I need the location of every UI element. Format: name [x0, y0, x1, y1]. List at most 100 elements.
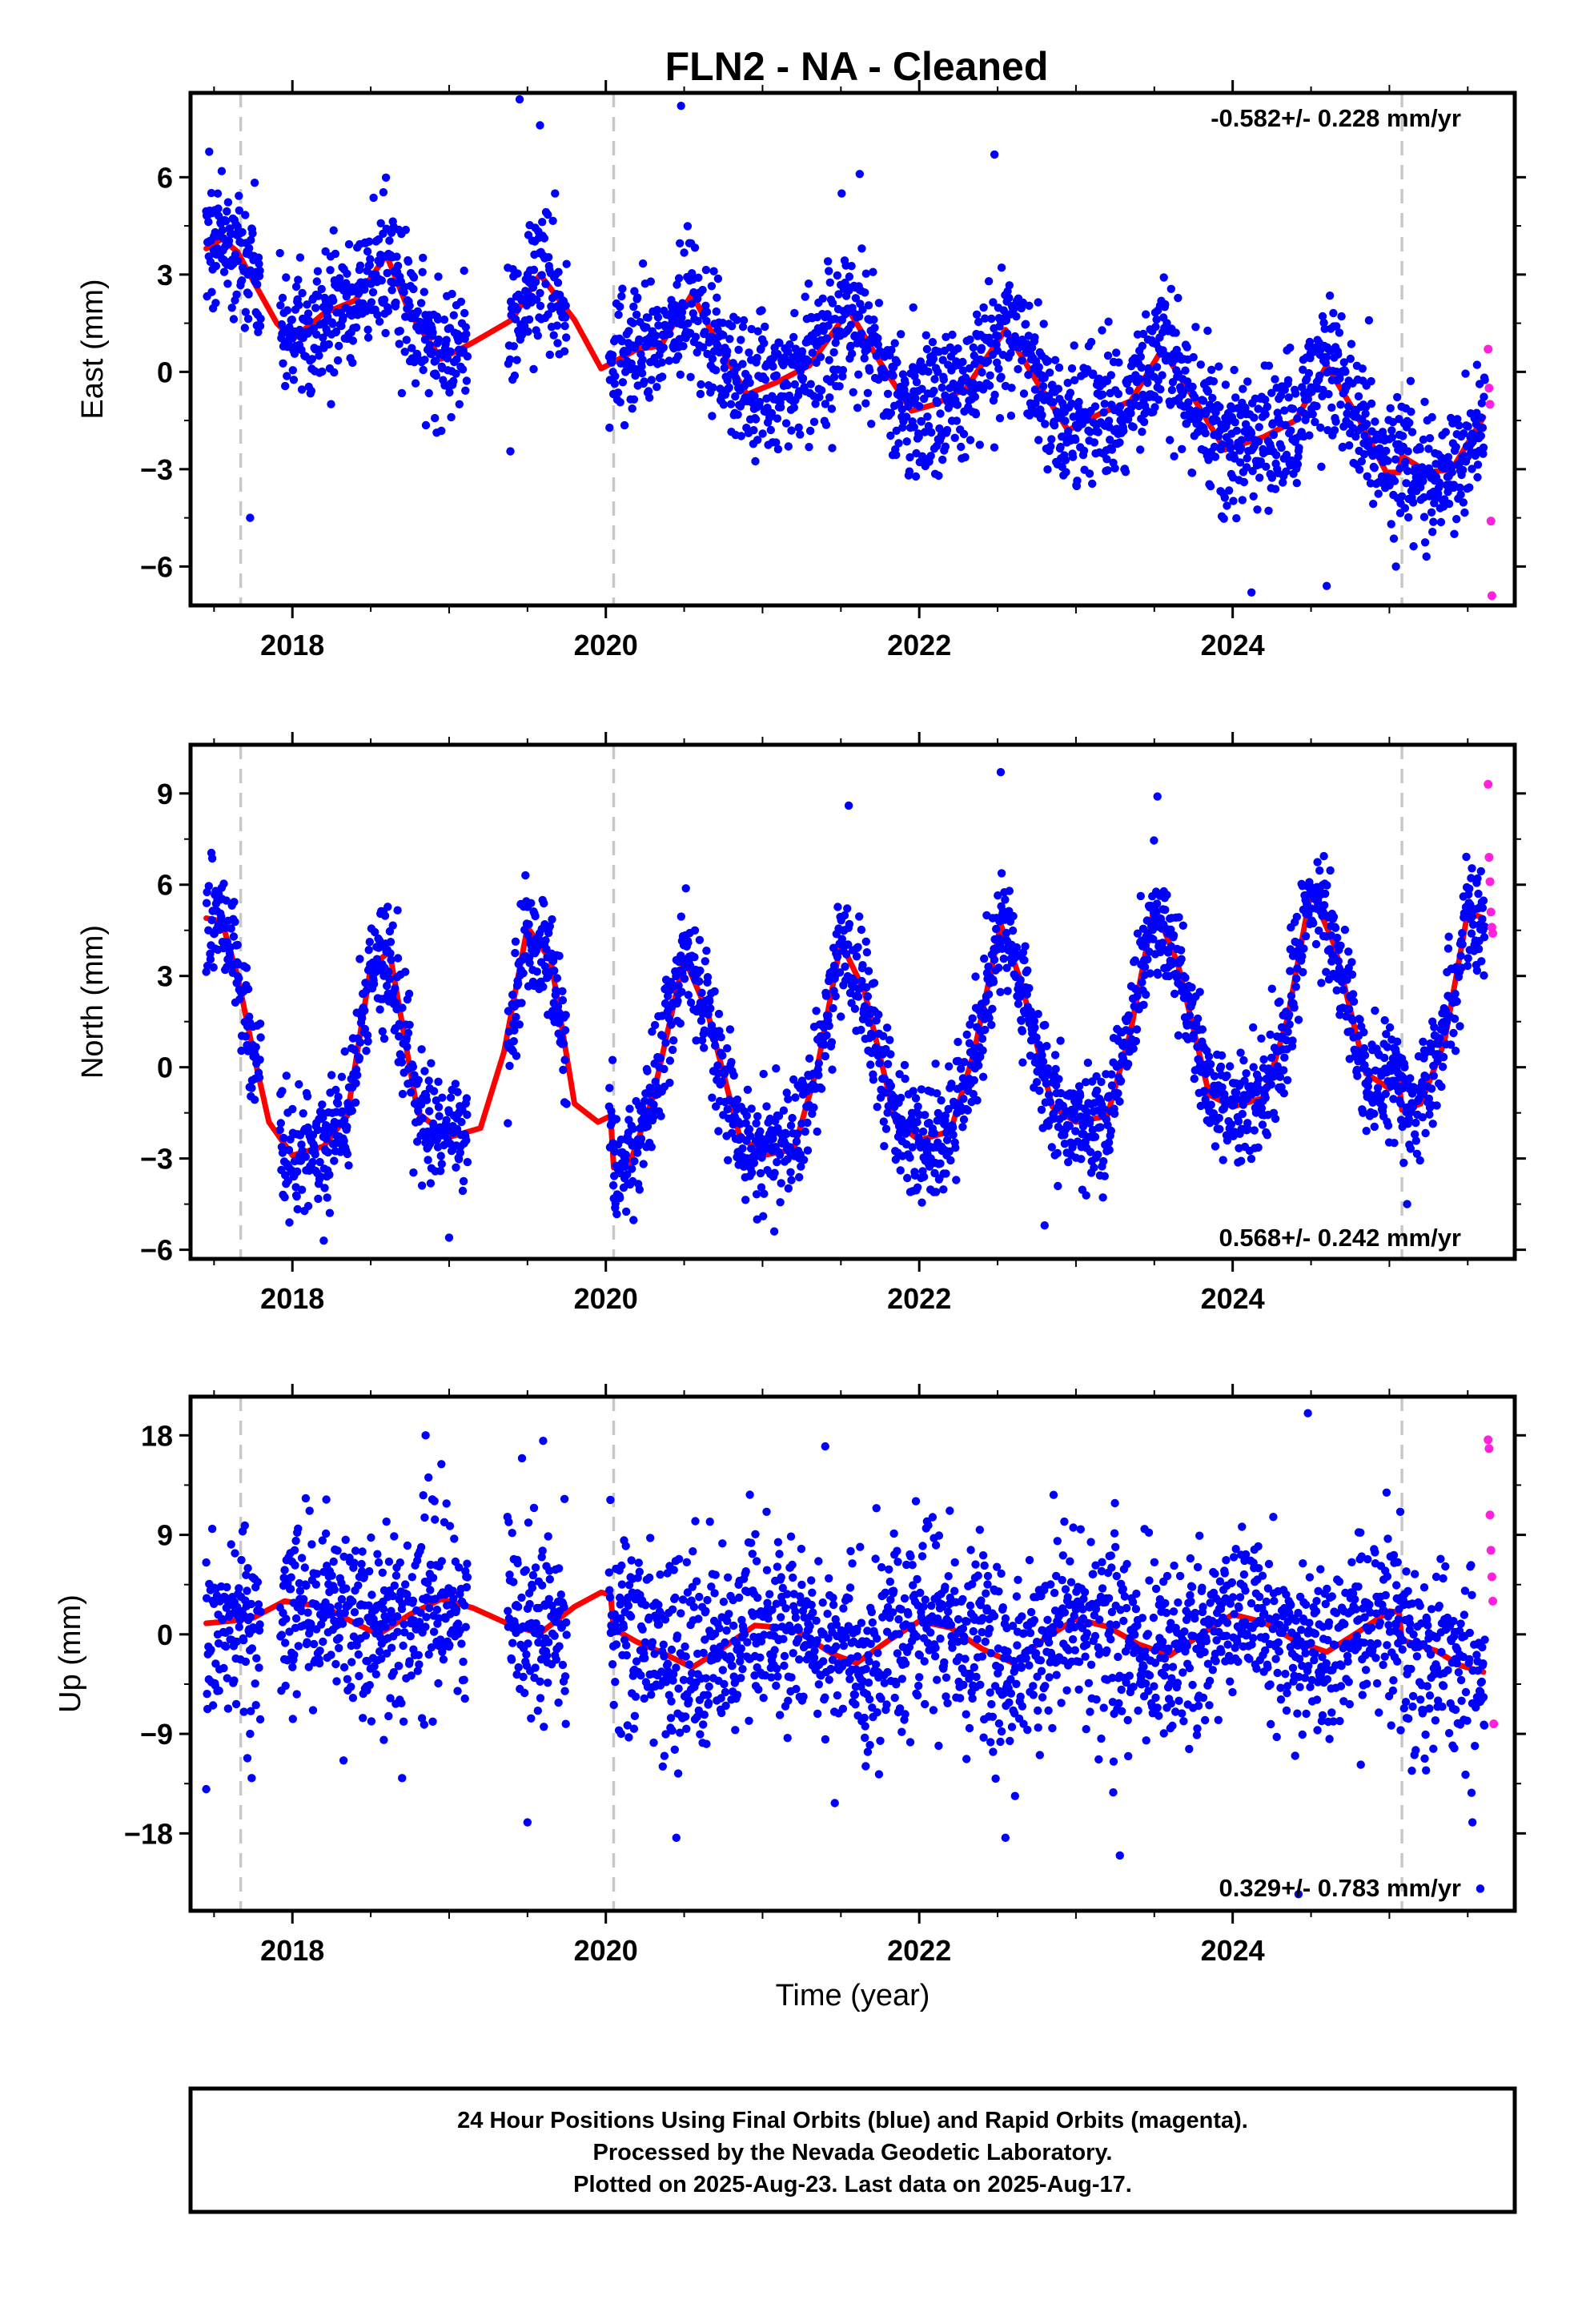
data-point: [303, 309, 313, 318]
data-point: [1364, 1076, 1373, 1085]
data-point: [1373, 1084, 1383, 1092]
data-point: [1259, 1055, 1268, 1064]
data-point: [1428, 528, 1437, 537]
data-point: [702, 947, 711, 955]
data-point: [463, 1157, 472, 1167]
data-point: [813, 1127, 821, 1136]
data-point: [1061, 416, 1070, 425]
data-point: [931, 1059, 940, 1068]
data-point: [929, 354, 938, 364]
data-point: [1288, 1036, 1297, 1045]
data-point: [625, 1104, 634, 1113]
data-point: [211, 262, 221, 271]
data-point: [1456, 490, 1465, 499]
data-point: [1363, 420, 1371, 428]
data-point: [376, 219, 385, 227]
data-point: [1181, 973, 1190, 983]
data-point: [404, 1028, 413, 1038]
data-point: [729, 1071, 738, 1080]
data-point: [1428, 1120, 1437, 1128]
data-point: [1005, 293, 1014, 303]
data-point: [1358, 364, 1367, 373]
data-point: [1150, 403, 1159, 412]
outlier-point-1: [536, 121, 544, 130]
data-point: [1450, 1015, 1460, 1023]
data-point: [890, 339, 899, 348]
data-point: [963, 1106, 973, 1115]
data-point: [241, 211, 250, 219]
data-point: [1162, 891, 1171, 899]
data-point: [1472, 966, 1482, 975]
data-point: [1367, 399, 1376, 408]
data-point: [234, 256, 243, 265]
data-point: [1459, 465, 1468, 475]
data-point: [1152, 363, 1162, 372]
data-point: [697, 380, 705, 389]
data-point: [1451, 1047, 1460, 1055]
data-point: [1044, 1090, 1054, 1100]
data-point: [1090, 1132, 1100, 1141]
data-point: [540, 234, 549, 243]
data-point: [1463, 961, 1472, 971]
data-point: [978, 1046, 987, 1055]
data-point: [995, 414, 1005, 423]
data-point: [917, 1198, 926, 1207]
data-point: [506, 447, 515, 456]
data-point: [984, 990, 994, 999]
data-point: [1291, 389, 1300, 398]
data-point: [214, 211, 223, 220]
data-point: [829, 1003, 837, 1013]
rapid-point-2: [1485, 877, 1495, 887]
data-point: [285, 1218, 294, 1227]
data-point: [622, 1207, 631, 1216]
data-point: [1403, 447, 1412, 456]
data-point: [1070, 341, 1078, 350]
data-point: [1335, 328, 1344, 337]
data-point: [318, 1100, 327, 1109]
data-point: [323, 1193, 331, 1202]
data-point: [847, 349, 857, 358]
data-point: [837, 1012, 845, 1021]
data-point: [386, 938, 396, 947]
data-point: [1329, 912, 1339, 922]
data-point: [636, 1134, 646, 1144]
data-point: [1322, 967, 1331, 976]
x-tick-label: 2018: [260, 629, 324, 661]
data-point: [978, 1034, 987, 1043]
data-point: [1182, 343, 1191, 352]
data-point: [1076, 1092, 1085, 1100]
data-point: [1239, 1055, 1248, 1065]
data-point: [1158, 346, 1167, 355]
data-point: [875, 1059, 884, 1068]
data-point: [1002, 316, 1011, 325]
data-point: [278, 293, 287, 303]
data-point: [643, 340, 652, 349]
data-point: [1441, 428, 1451, 436]
data-point: [624, 327, 633, 336]
data-point: [653, 313, 663, 322]
data-point: [1121, 468, 1130, 476]
data-point: [560, 321, 569, 331]
data-point: [1422, 552, 1431, 561]
data-point: [207, 287, 216, 296]
data-point: [562, 259, 571, 268]
data-point: [292, 1192, 301, 1201]
data-point: [247, 235, 255, 244]
data-point: [1385, 1023, 1395, 1032]
data-point: [1462, 852, 1471, 862]
data-point: [559, 1065, 568, 1075]
data-point: [1085, 469, 1094, 478]
data-point: [1211, 1142, 1220, 1151]
data-point: [702, 316, 711, 325]
data-point: [402, 336, 411, 344]
data-point: [383, 307, 392, 316]
data-point: [1429, 517, 1438, 526]
data-point: [1334, 350, 1343, 359]
data-point: [1464, 954, 1472, 963]
data-point: [801, 292, 809, 301]
data-point: [1034, 298, 1042, 307]
data-point: [784, 1184, 793, 1193]
data-point: [864, 967, 873, 975]
